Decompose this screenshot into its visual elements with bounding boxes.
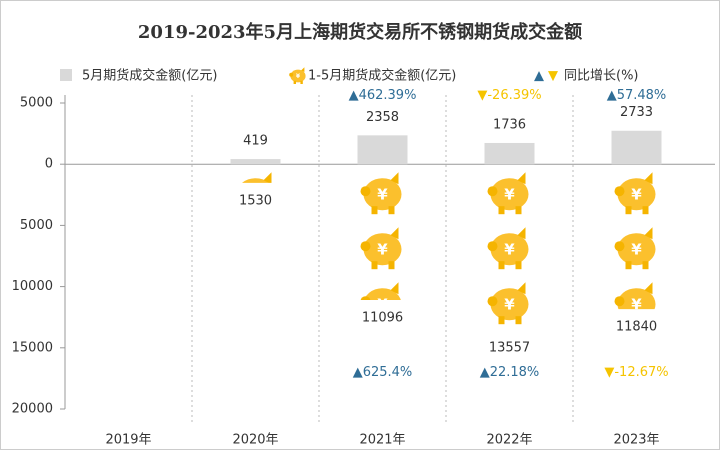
x-tick-label: 2019年 [105, 433, 151, 448]
bar [611, 130, 662, 165]
bar [230, 159, 281, 165]
growth-value: -26.39% [487, 88, 541, 103]
data-label: 2733 [620, 105, 653, 120]
growth-value: 625.4% [363, 365, 413, 380]
x-tick-label: 2023年 [613, 433, 659, 448]
data-label: 13557 [489, 341, 530, 356]
x-tick-label: 2022年 [486, 433, 532, 448]
growth-label: ▲57.48% [607, 88, 667, 103]
growth-value: 462.39% [359, 88, 417, 103]
data-label: 419 [243, 134, 268, 149]
legend-label: 5月期货成交金额(亿元) [82, 68, 217, 84]
pictograph-bar [614, 172, 656, 310]
growth-label: ▼-12.67% [604, 365, 668, 380]
bar [484, 142, 535, 165]
y-tick-label: 5000 [20, 218, 53, 233]
y-tick-label: 20000 [12, 402, 53, 417]
data-label: 11096 [362, 311, 403, 326]
legend-icon: ▲ [534, 69, 544, 84]
data-label: 11840 [616, 320, 657, 335]
x-tick-label: 2021年 [359, 433, 405, 448]
growth-label: ▲462.39% [349, 88, 417, 103]
data-label: 2358 [366, 110, 399, 125]
data-label: 1736 [493, 117, 526, 132]
legend-label: 同比增长(%) [564, 69, 639, 84]
bar [357, 135, 408, 165]
chart-title: 2019-2023年5月上海期货交易所不锈钢期货成交金额 [138, 21, 582, 43]
x-tick-label: 2020年 [232, 433, 278, 448]
y-tick-label: 0 [45, 157, 53, 172]
y-tick-label: 10000 [12, 279, 53, 294]
data-label: 1530 [239, 193, 272, 208]
y-tick-label: 5000 [20, 96, 53, 111]
legend-label: 1-5月期货成交金额(亿元) [308, 68, 456, 84]
growth-value: 57.48% [617, 88, 667, 103]
legend-icon: ▼ [548, 69, 558, 84]
legend-swatch [60, 69, 72, 81]
y-tick-label: 15000 [12, 340, 53, 355]
growth-value: 22.18% [490, 365, 540, 380]
growth-label: ▼-26.39% [477, 88, 541, 103]
growth-label: ▲625.4% [353, 365, 413, 380]
growth-label: ▲22.18% [480, 365, 540, 380]
growth-value: -12.67% [614, 365, 668, 380]
